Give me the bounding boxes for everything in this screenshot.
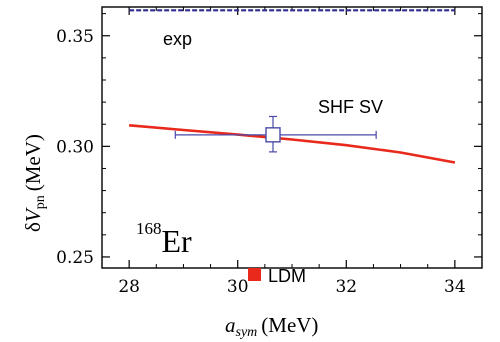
x-tick-label: 30 [227,277,249,297]
x-tick-label: 32 [335,277,357,297]
y-axis-sub: pn [33,195,48,209]
y-tick-label: 0.35 [56,27,94,47]
shf-sv-label: SHF SV [318,97,383,117]
nucleus-symbol: Er [162,223,193,259]
legend-ldm-swatch [248,268,261,281]
legend-ldm-label: LDM [268,266,306,286]
y-axis-var: V [21,207,45,222]
x-axis-var: a [225,313,236,337]
y-axis-unit: (MeV) [21,134,45,191]
nucleus-label: 168Er [136,219,192,259]
sv-point [265,127,281,143]
y-axis-delta: δ [21,222,45,232]
nucleus-mass: 168 [136,219,162,238]
x-axis-unit: (MeV) [261,313,318,337]
x-tick-label: 28 [118,277,140,297]
y-axis-title-group: δVpn (MeV) [21,134,48,232]
x-axis-sub: sym [236,325,258,340]
ldm-line [128,124,456,164]
x-tick-label: 34 [444,277,466,297]
series-layer [128,9,456,164]
exp-label: exp [163,29,192,49]
y-tick-label: 0.25 [56,248,94,268]
y-tick-label: 0.30 [56,137,94,157]
ticks-layer: 28 30 32 34 0.25 0.30 0.35 [56,7,483,297]
y-axis-title: δVpn (MeV) [21,134,48,232]
x-axis-title: asym (MeV) [225,313,318,340]
